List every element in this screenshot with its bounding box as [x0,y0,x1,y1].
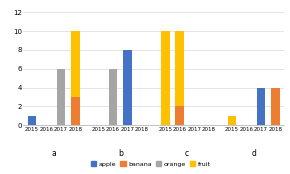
Bar [71,97,80,125]
Text: b: b [118,149,123,158]
Bar [271,88,280,125]
Text: d: d [251,149,256,158]
Bar [71,31,80,97]
Bar [28,116,36,125]
Text: c: c [185,149,189,158]
Bar [228,116,236,125]
Bar [257,88,265,125]
Bar [161,31,170,125]
Text: a: a [51,149,56,158]
Bar [109,69,117,125]
Bar [175,106,184,125]
Bar [123,50,132,125]
Bar [57,69,65,125]
Bar [175,31,184,106]
Legend: apple, banana, orange, fruit: apple, banana, orange, fruit [88,159,213,169]
